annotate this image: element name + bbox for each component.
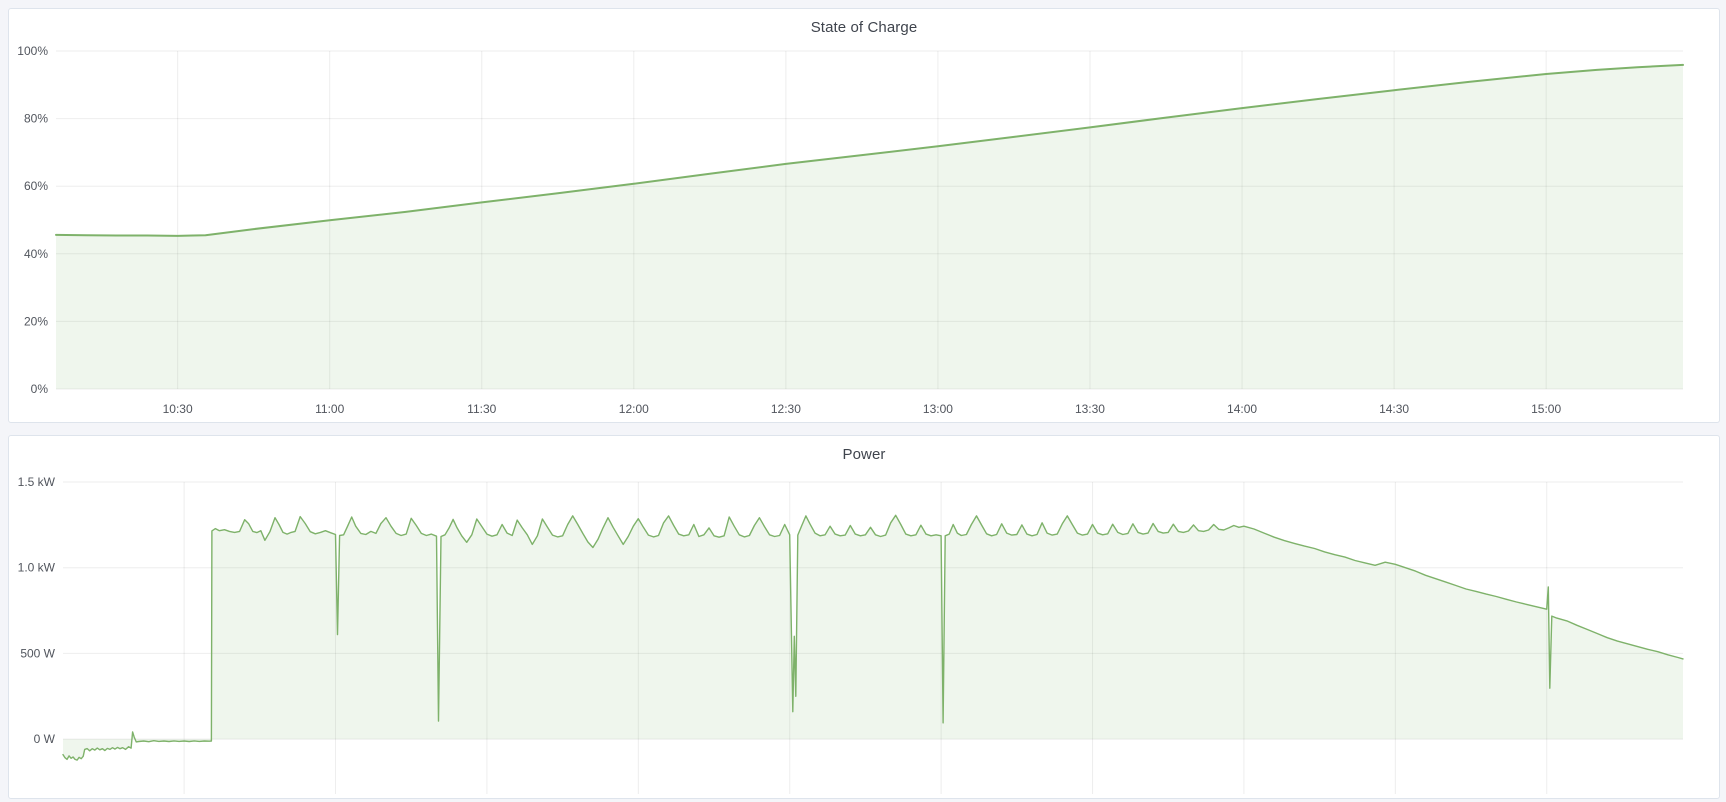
y-axis-tick-label: 40% [24,247,48,261]
x-axis-tick-label: 12:00 [619,402,649,416]
x-axis-tick-label: 14:30 [1379,402,1409,416]
series-line [62,514,1684,761]
grid-lines [56,50,1683,390]
y-axis-tick-label: 60% [24,179,48,193]
panel-power: 1.5 kW 1.0 kW 500 W 0 W Power [8,435,1720,799]
y-axis-tick-label: 20% [24,314,48,328]
x-axis-tick-label: 13:30 [1075,402,1105,416]
x-axis-tick-label: 13:00 [923,402,953,416]
y-axis-tick-label: 1.5 kW [18,475,56,489]
axis-labels: 1.5 kW 1.0 kW 500 W 0 W [18,475,56,746]
y-axis-tick-label: 100% [17,44,48,58]
x-axis-tick-label: 12:30 [771,402,801,416]
x-axis-tick-label: 11:00 [315,402,344,416]
panel-title-power[interactable]: Power [842,446,886,463]
x-axis-tick-label: 14:00 [1227,402,1257,416]
y-axis-tick-label: 0% [31,382,49,396]
x-axis-tick-label: 15:00 [1531,402,1561,416]
y-axis-tick-label: 1.0 kW [18,561,56,575]
power-chart[interactable]: 1.5 kW 1.0 kW 500 W 0 W [9,436,1721,800]
series-area [56,64,1683,390]
state-of-charge-chart[interactable]: 100% 80% 60% 40% 20% 0% 10:30 11:00 11:30 12:00 12… [9,9,1721,424]
panel-title-state-of-charge[interactable]: State of Charge [810,19,918,36]
series-area [63,515,1683,761]
panel-state-of-charge: 100% 80% 60% 40% 20% 0% 10:30 11:00 11:30 12:00 12… [8,8,1720,423]
series-line [55,63,1684,237]
x-axis-tick-label: 11:30 [467,402,496,416]
axis-labels: 100% 80% 60% 40% 20% 0% 10:30 11:00 11:30 12:00 12… [17,44,1561,416]
y-axis-tick-label: 500 W [20,646,55,660]
y-axis-tick-label: 0 W [34,732,56,746]
x-axis-tick-label: 10:30 [163,402,193,416]
y-axis-tick-label: 80% [24,112,48,126]
